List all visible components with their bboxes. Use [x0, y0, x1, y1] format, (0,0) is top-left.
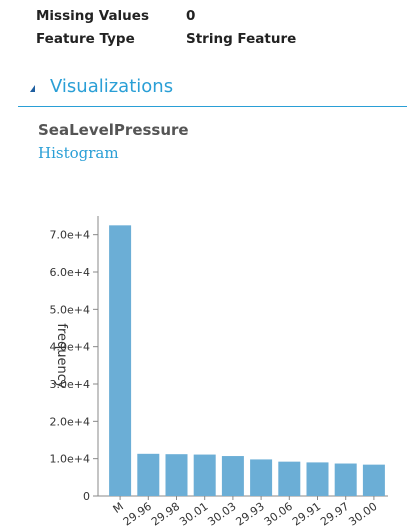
- x-tick-label: 29.97: [318, 500, 351, 529]
- histogram-bar: [250, 459, 273, 496]
- visualizations-section-header[interactable]: Visualizations: [18, 74, 407, 107]
- histogram-bar: [362, 464, 385, 496]
- y-tick-label: 4.0e+4: [50, 341, 90, 354]
- y-axis-title: frequency: [54, 323, 69, 389]
- section-title: Visualizations: [50, 76, 174, 97]
- y-tick-label: 2.0e+4: [50, 415, 90, 428]
- histogram-bar: [334, 463, 357, 496]
- x-tick-label: 30.01: [177, 500, 210, 529]
- histogram-bar: [306, 462, 329, 496]
- histogram-bar: [137, 453, 160, 496]
- y-tick-label: 0: [83, 490, 90, 503]
- x-tick-label: 30.06: [262, 500, 295, 529]
- y-tick-label: 3.0e+4: [50, 378, 90, 391]
- x-tick-label: 29.98: [149, 500, 182, 529]
- property-value: 0: [186, 8, 196, 24]
- property-label: Missing Values: [36, 8, 149, 24]
- x-tick-label: 29.93: [234, 500, 267, 529]
- y-tick-label: 5.0e+4: [50, 303, 90, 316]
- x-tick-label: 30.00: [346, 500, 379, 529]
- histogram-bar: [221, 456, 244, 496]
- x-tick-label: 29.91: [290, 500, 323, 529]
- x-tick-label: 30.03: [205, 500, 238, 529]
- property-value: String Feature: [186, 31, 297, 47]
- histogram-bar: [278, 461, 301, 496]
- visualization-type-link[interactable]: Histogram: [38, 144, 119, 162]
- property-label: Feature Type: [36, 31, 135, 47]
- histogram-bar: [165, 454, 188, 496]
- histogram-bar: [109, 225, 132, 497]
- x-tick-label: M: [111, 500, 126, 516]
- y-tick-label: 7.0e+4: [50, 229, 90, 242]
- histogram-bar: [193, 454, 216, 496]
- y-tick-label: 1.0e+4: [50, 453, 90, 466]
- x-tick-label: 29.96: [121, 500, 154, 529]
- column-name: SeaLevelPressure: [38, 121, 189, 139]
- triangle-collapse-icon[interactable]: [30, 85, 35, 92]
- histogram-chart: 0 1.0e+4 2.0e+4 3.0e+4 4.0e+4 5.0e+4 6.0e+4 7.0…: [50, 216, 388, 529]
- y-tick-label: 6.0e+4: [50, 266, 90, 279]
